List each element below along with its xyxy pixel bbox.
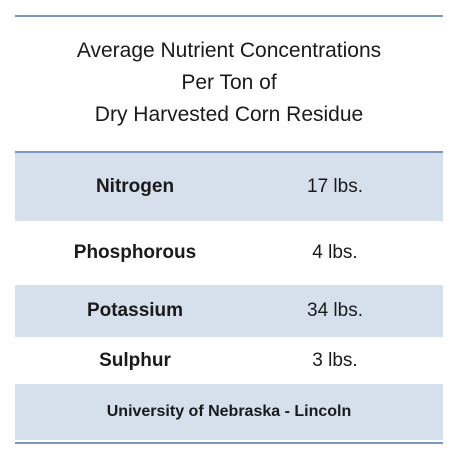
bottom-divider [15,442,443,444]
nutrient-amount: 34 lbs. [307,300,363,321]
nutrient-amount: 4 lbs. [312,242,358,263]
nutrient-name: Potassium [86,300,184,321]
nutrient-name: Sulphur [99,349,171,371]
table-row-potassium: Potassium 34 lbs. [15,285,443,337]
nutrient-table: Average Nutrient Concentrations Per Ton … [15,15,443,444]
top-divider [15,15,443,17]
source-credit: University of Nebraska - Lincoln [15,384,443,440]
nutrient-name: Nitrogen [95,176,175,197]
table-row-sulphur: Sulphur 3 lbs. [15,337,443,384]
nutrient-name: Phosphorous [73,242,197,263]
title-line-3: Dry Harvested Corn Residue [94,103,364,126]
title-line-1: Average Nutrient Concentrations [76,39,382,62]
table-row-nitrogen: Nitrogen 17 lbs. [15,153,443,221]
table-row-phosphorous: Phosphorous 4 lbs. [15,221,443,285]
nutrient-amount: 3 lbs. [312,349,358,371]
nutrient-amount: 17 lbs. [307,176,363,197]
table-title: Average Nutrient Concentrations Per Ton … [15,35,443,131]
title-line-2: Per Ton of [181,71,277,94]
header-divider [15,151,443,153]
